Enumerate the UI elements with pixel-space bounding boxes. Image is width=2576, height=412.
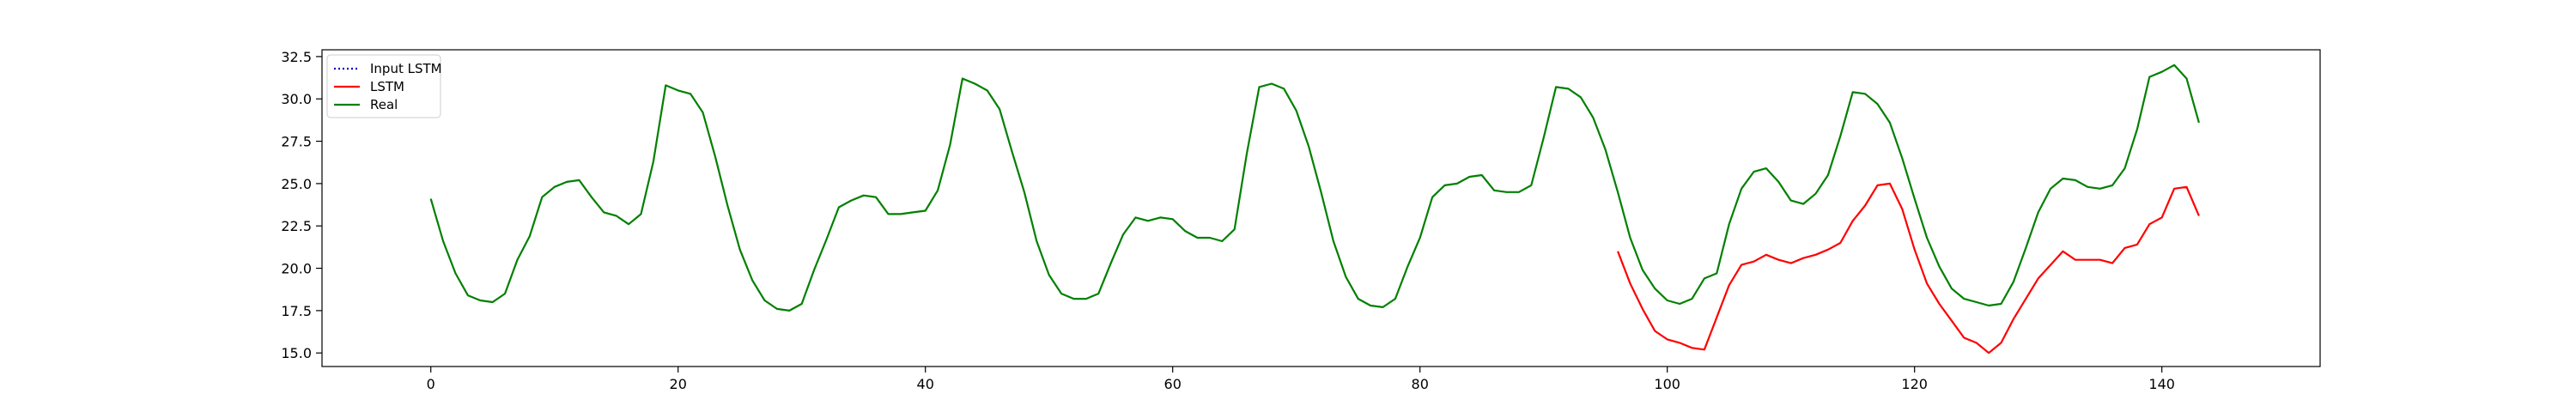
legend: Input LSTM LSTM Real	[326, 54, 442, 118]
y-tick-label: 32.5	[281, 49, 312, 65]
x-tick-label: 80	[1412, 376, 1429, 392]
x-tick-label: 0	[427, 376, 435, 392]
x-axis: 0 20 40 60 80 100 120 140	[427, 367, 2175, 392]
y-tick-label: 15.0	[281, 345, 312, 361]
series-line-lstm	[1617, 182, 2200, 354]
x-tick-label: 60	[1164, 376, 1182, 392]
plot-frame	[321, 49, 2321, 367]
y-tick-label: 22.5	[281, 218, 312, 234]
y-tick-label: 25.0	[281, 176, 312, 192]
legend-entries: Input LSTM LSTM Real	[334, 61, 442, 112]
y-tick-label: 27.5	[281, 134, 312, 150]
legend-box	[326, 54, 441, 118]
y-tick-label: 20.0	[281, 261, 312, 277]
y-tick-label: 17.5	[281, 303, 312, 319]
x-tick-label: 40	[917, 376, 934, 392]
y-axis: 15.0 17.5 20.0 22.5 25.0 27.5 30.0 32.5	[281, 49, 322, 361]
y-tick-label: 30.0	[281, 91, 312, 107]
x-tick-label: 20	[670, 376, 687, 392]
x-tick-label: 100	[1654, 376, 1680, 392]
legend-label-lstm: LSTM	[370, 79, 404, 94]
legend-label-input-lstm: Input LSTM	[370, 61, 442, 76]
legend-label-real: Real	[370, 97, 398, 112]
series-layer	[429, 64, 2200, 354]
x-tick-label: 140	[2148, 376, 2175, 392]
series-line-real	[429, 64, 2200, 312]
x-tick-label: 120	[1901, 376, 1928, 392]
